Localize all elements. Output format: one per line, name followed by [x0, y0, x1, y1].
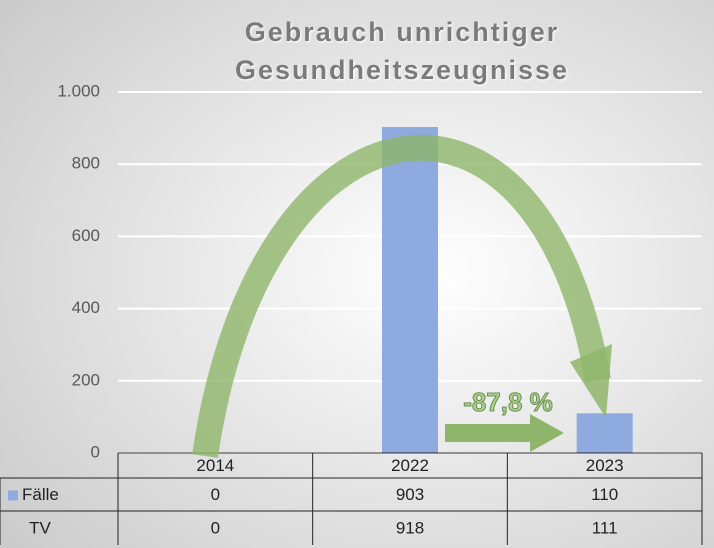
table-value: 110 [591, 485, 618, 504]
y-tick-label: 800 [72, 154, 100, 173]
x-tick-label: 2023 [586, 456, 624, 475]
table-value: 0 [211, 518, 220, 537]
trend-arrow [192, 134, 611, 458]
chart-title: Gebrauch unrichtiger [245, 17, 560, 47]
y-tick-label: 400 [72, 298, 100, 317]
change-arrow [445, 424, 533, 442]
y-tick-label: 0 [91, 442, 100, 461]
x-tick-label: 2014 [196, 456, 234, 475]
legend-label: Fälle [22, 485, 59, 504]
legend-key [8, 490, 18, 501]
table-value: 111 [592, 518, 618, 537]
bar [576, 413, 633, 453]
plot: 0 200 400 600 800 1.000 2014 2022 2023 Fälle 0 903 1… [0, 81, 703, 545]
table-value: 918 [396, 518, 424, 537]
change-arrow-head [530, 414, 564, 452]
bar [382, 127, 438, 453]
trend-arrow-head [570, 344, 612, 418]
y-tick-label: 600 [72, 226, 100, 245]
y-tick-label: 200 [72, 370, 100, 389]
y-tick-label: 1.000 [57, 81, 100, 100]
legend-label: TV [29, 518, 51, 537]
x-tick-label: 2022 [391, 456, 429, 475]
annotation: -87,8 % [463, 387, 553, 417]
table-value: 903 [396, 485, 424, 504]
table-value: 0 [211, 485, 220, 504]
chart-title: Gesundheitszeugnisse [235, 55, 569, 85]
